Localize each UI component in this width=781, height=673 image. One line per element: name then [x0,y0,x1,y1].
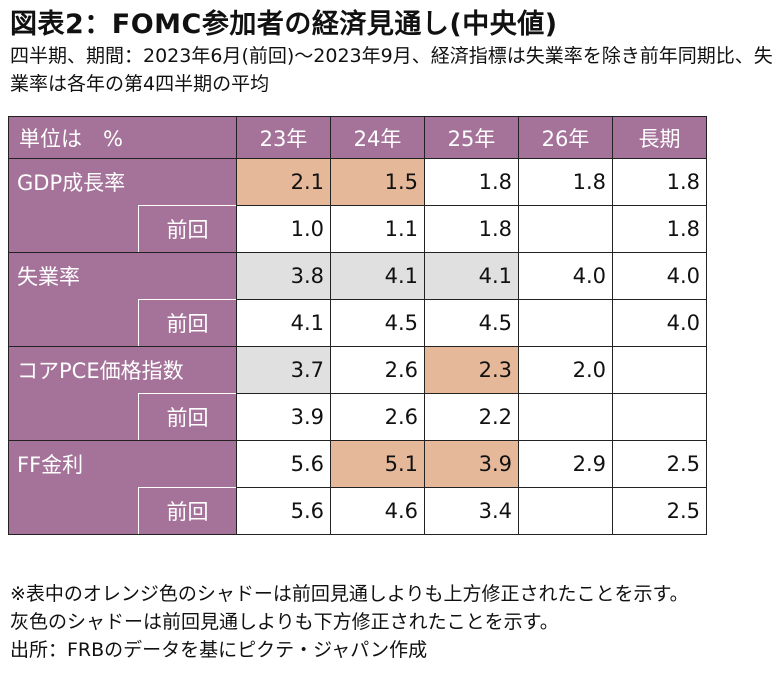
value-cell: 2.5 [612,440,707,488]
column-header: 24年 [330,116,425,159]
value-cell [518,393,613,441]
value-cell: 1.8 [424,205,519,253]
value-cell [612,393,707,441]
value-cell: 2.6 [330,393,425,441]
unit-label: 単位は % [8,116,237,159]
value-cell: 4.5 [424,299,519,347]
value-cell: 1.5 [330,158,425,206]
value-cell: 4.0 [612,299,707,347]
value-cell: 5.1 [330,440,425,488]
table-row: GDP成長率 2.1 1.5 1.8 1.8 1.8 [8,158,707,206]
row-label-spacer [8,393,139,441]
forecast-table: 単位は % 23年 24年 25年 26年 長期 GDP成長率 2.1 1.5 1.8… [8,116,707,535]
row-label: FF金利 [8,440,237,488]
row-sublabel: 前回 [138,299,237,347]
row-sublabel: 前回 [138,393,237,441]
table-row-previous: 前回 4.1 4.5 4.5 4.0 [8,299,707,347]
value-cell: 2.2 [424,393,519,441]
value-cell [518,487,613,535]
row-sublabel: 前回 [138,205,237,253]
value-cell: 2.1 [236,158,331,206]
value-cell: 4.1 [330,252,425,300]
row-label: GDP成長率 [8,158,237,206]
value-cell: 4.6 [330,487,425,535]
value-cell: 1.8 [612,158,707,206]
value-cell: 1.8 [518,158,613,206]
value-cell [612,346,707,394]
note-line: 灰色のシャドーは前回見通しよりも下方修正されたことを示す。 [10,611,559,633]
value-cell: 5.6 [236,487,331,535]
value-cell [518,205,613,253]
row-label: コアPCE価格指数 [8,346,237,394]
table-row: 失業率 3.8 4.1 4.1 4.0 4.0 [8,252,707,300]
column-header: 26年 [518,116,613,159]
column-header: 25年 [424,116,519,159]
value-cell: 3.8 [236,252,331,300]
value-cell: 1.8 [612,205,707,253]
table-row-previous: 前回 1.0 1.1 1.8 1.8 [8,205,707,253]
value-cell: 2.0 [518,346,613,394]
column-header: 23年 [236,116,331,159]
value-cell: 2.6 [330,346,425,394]
row-label-spacer [8,487,139,535]
value-cell: 3.9 [424,440,519,488]
value-cell: 5.6 [236,440,331,488]
row-label: 失業率 [8,252,237,300]
row-sublabel: 前回 [138,487,237,535]
value-cell: 4.5 [330,299,425,347]
table-row: コアPCE価格指数 3.7 2.6 2.3 2.0 [8,346,707,394]
value-cell: 1.8 [424,158,519,206]
value-cell: 2.5 [612,487,707,535]
value-cell: 2.9 [518,440,613,488]
row-label-spacer [8,205,139,253]
value-cell: 3.7 [236,346,331,394]
notes: ※表中のオレンジ色のシャドーは前回見通しよりも上方修正されたことを示す。 灰色の… [10,580,689,664]
note-line: ※表中のオレンジ色のシャドーは前回見通しよりも上方修正されたことを示す。 [10,583,689,605]
value-cell: 4.0 [612,252,707,300]
row-label-spacer [8,299,139,347]
table-row: FF金利 5.6 5.1 3.9 2.9 2.5 [8,440,707,488]
value-cell: 1.1 [330,205,425,253]
value-cell: 4.1 [424,252,519,300]
subtitle: 四半期、期間：2023年6月(前回)～2023年9月、経済指標は失業率を除き前年… [10,45,773,95]
table-row-previous: 前回 3.9 2.6 2.2 [8,393,707,441]
page-title: 図表2：FOMC参加者の経済見通し(中央値) [10,9,558,40]
value-cell: 3.4 [424,487,519,535]
column-header: 長期 [612,116,707,159]
value-cell: 4.0 [518,252,613,300]
value-cell: 1.0 [236,205,331,253]
header-row: 単位は % 23年 24年 25年 26年 長期 [8,116,707,159]
value-cell [518,299,613,347]
source-line: 出所：FRBのデータを基にピクテ・ジャパン作成 [10,639,428,661]
value-cell: 2.3 [424,346,519,394]
value-cell: 4.1 [236,299,331,347]
table-row-previous: 前回 5.6 4.6 3.4 2.5 [8,487,707,535]
value-cell: 3.9 [236,393,331,441]
